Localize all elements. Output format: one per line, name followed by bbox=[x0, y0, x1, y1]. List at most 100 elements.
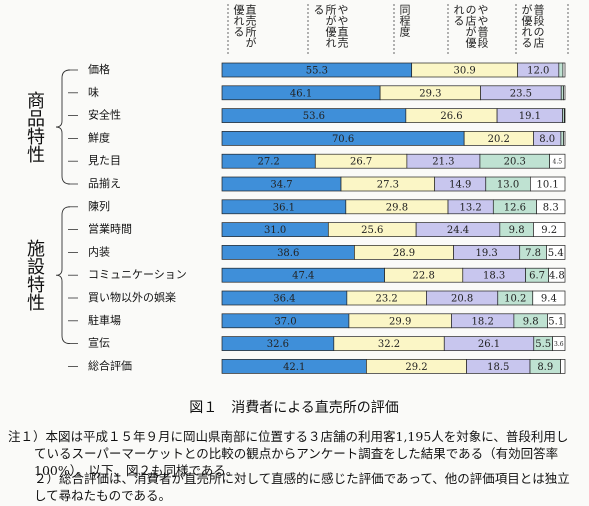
value-label: 9.4 bbox=[541, 294, 557, 305]
value-label: 70.6 bbox=[332, 134, 354, 145]
value-label: 4.5 bbox=[553, 159, 563, 166]
value-label: 23.5 bbox=[510, 88, 532, 99]
value-label: 13.2 bbox=[460, 202, 482, 213]
value-label: 42.1 bbox=[283, 362, 305, 373]
category-label: コミュニケーション bbox=[88, 268, 187, 281]
category-label: 買い物以外の娯楽 bbox=[88, 290, 176, 304]
value-label: 25.6 bbox=[361, 225, 383, 236]
value-label: 19.3 bbox=[475, 248, 497, 259]
value-label: 9.8 bbox=[509, 225, 525, 236]
value-label: 8.3 bbox=[543, 202, 559, 213]
value-label: 24.4 bbox=[447, 225, 469, 236]
bar-segment bbox=[563, 131, 566, 146]
value-label: 6.7 bbox=[529, 271, 545, 282]
bar-segment bbox=[536, 199, 566, 215]
value-label: 26.6 bbox=[440, 111, 462, 122]
bar-segment bbox=[563, 108, 566, 123]
bar-segment bbox=[552, 336, 566, 351]
note: ２）総合評価は、消費者が直売所に対して直感的に感じた評価であって、他の評価項目と… bbox=[34, 471, 570, 503]
bar-segment bbox=[547, 313, 566, 329]
group-label: 商品特性 bbox=[24, 91, 45, 163]
value-label: 26.7 bbox=[350, 157, 372, 168]
bar-segment bbox=[546, 245, 566, 260]
value-label: 47.4 bbox=[292, 271, 314, 282]
category-label: 内装 bbox=[88, 244, 110, 258]
category-label: 陳列 bbox=[88, 199, 110, 213]
category-label: 総合評価 bbox=[88, 358, 132, 372]
value-label: 22.8 bbox=[413, 271, 435, 282]
bar-segment bbox=[560, 85, 564, 101]
value-label: 8.0 bbox=[539, 134, 555, 145]
value-label: 23.2 bbox=[376, 294, 398, 305]
value-label: 3.6 bbox=[554, 341, 564, 348]
value-label: 20.2 bbox=[488, 134, 510, 145]
category-label: 味 bbox=[88, 86, 99, 99]
category-label: 安全性 bbox=[88, 108, 121, 122]
value-label: 10.2 bbox=[504, 294, 526, 305]
value-label: 13.0 bbox=[497, 180, 519, 191]
value-label: 27.2 bbox=[258, 157, 280, 168]
bar-segment bbox=[532, 290, 566, 306]
value-label: 9.8 bbox=[523, 316, 539, 327]
category-label: 鮮度 bbox=[88, 130, 110, 144]
value-label: 36.4 bbox=[273, 294, 295, 305]
category-label: 品揃え bbox=[88, 177, 121, 190]
value-label: 34.7 bbox=[270, 180, 292, 191]
value-label: 14.9 bbox=[449, 180, 471, 191]
value-label: 5.1 bbox=[548, 316, 564, 327]
value-label: 29.3 bbox=[419, 88, 441, 99]
category-label: 見た目 bbox=[88, 154, 121, 167]
bar-segment bbox=[533, 222, 566, 237]
value-label: 29.9 bbox=[389, 316, 411, 327]
value-label: 36.1 bbox=[273, 202, 295, 213]
category-label: 駐車場 bbox=[88, 313, 121, 327]
legend-label: やや直売所が優れる bbox=[312, 4, 349, 48]
value-label: 29.8 bbox=[386, 202, 408, 213]
value-label: 18.5 bbox=[487, 362, 509, 373]
group-bracket bbox=[55, 206, 71, 345]
value-label: 20.8 bbox=[451, 294, 473, 305]
value-label: 18.3 bbox=[483, 271, 505, 282]
value-label: 12.6 bbox=[504, 202, 526, 213]
value-label: 32.2 bbox=[378, 339, 400, 350]
caption: 図１ 消費者による直売所の評価 bbox=[189, 400, 399, 416]
value-label: 9.2 bbox=[541, 225, 557, 236]
bar-segment bbox=[560, 359, 566, 374]
value-label: 20.3 bbox=[504, 157, 526, 168]
value-label: 21.3 bbox=[432, 157, 454, 168]
value-label: 27.3 bbox=[377, 180, 399, 191]
bar-segment bbox=[563, 85, 566, 101]
bar-segment bbox=[558, 62, 564, 78]
category-label: 価格 bbox=[88, 62, 110, 76]
value-label: 30.9 bbox=[454, 66, 476, 77]
value-label: 53.6 bbox=[303, 111, 325, 122]
value-label: 26.1 bbox=[478, 339, 500, 350]
value-label: 5.4 bbox=[548, 248, 564, 259]
value-label: 7.8 bbox=[525, 248, 541, 259]
legend-label: 同程度 bbox=[398, 4, 411, 37]
category-label: 営業時間 bbox=[88, 222, 132, 236]
value-label: 38.6 bbox=[277, 248, 299, 259]
group-label: 施設特性 bbox=[24, 239, 45, 311]
value-label: 5.5 bbox=[535, 339, 551, 350]
bar-segment bbox=[549, 153, 566, 169]
legend-label: 直売所が優れる bbox=[232, 4, 257, 48]
value-label: 19.1 bbox=[519, 111, 541, 122]
value-label: 31.0 bbox=[264, 225, 286, 236]
value-label: 10.1 bbox=[537, 180, 559, 191]
legend-label: やや普段の店が優れる bbox=[452, 4, 489, 48]
value-label: 12.0 bbox=[527, 66, 549, 77]
bar-segment bbox=[560, 131, 564, 146]
value-label: 55.3 bbox=[306, 66, 328, 77]
note: 注１）本図は平成１５年９月に岡山県南部に位置する３店舗の利用客1,195人を対象… bbox=[8, 429, 569, 478]
category-label: 宣伝 bbox=[88, 336, 110, 350]
value-label: 46.1 bbox=[290, 88, 312, 99]
value-label: 4.8 bbox=[549, 271, 565, 282]
value-label: 8.9 bbox=[537, 362, 553, 373]
value-label: 37.0 bbox=[274, 316, 296, 327]
bar-segment bbox=[530, 176, 566, 192]
bar-segment bbox=[562, 62, 566, 78]
value-label: 28.9 bbox=[393, 248, 415, 259]
